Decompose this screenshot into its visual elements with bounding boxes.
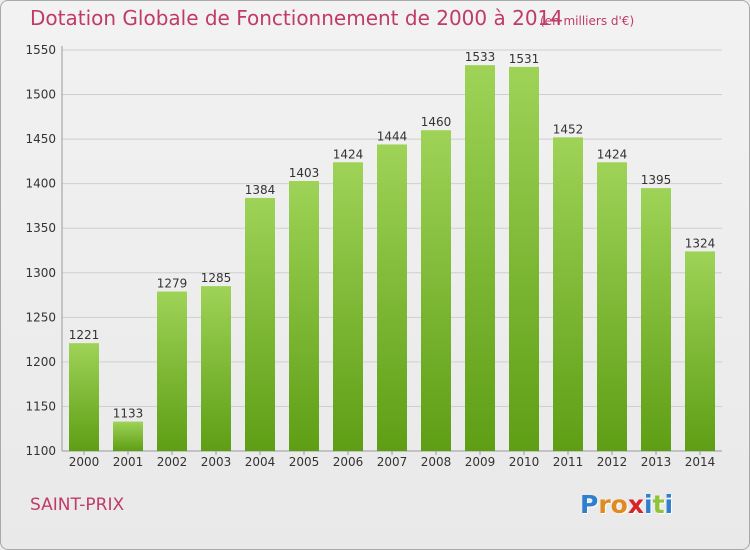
logo-letter: o [610, 490, 628, 519]
x-tick-label: 2006 [333, 455, 364, 469]
chart-title: Dotation Globale de Fonctionnement de 20… [30, 6, 563, 30]
data-label: 1403 [289, 166, 320, 180]
x-tick-label: 2010 [509, 455, 540, 469]
bar-2010 [509, 66, 539, 451]
bar-2005 [289, 180, 319, 451]
y-tick-label: 1550 [25, 43, 56, 57]
x-tick-label: 2005 [289, 455, 320, 469]
logo-letter: i [664, 490, 674, 519]
data-label: 1531 [509, 52, 540, 66]
data-label: 1133 [113, 407, 144, 421]
logo-letter: i [644, 490, 653, 519]
y-tick-labels: 1100 1150 1200 1250 1300 1350 1400 1450 1500 1550 [25, 43, 56, 458]
data-label: 1221 [69, 328, 100, 342]
data-label: 1460 [421, 115, 452, 129]
bar-2000 [69, 343, 99, 451]
x-tick-label: 2014 [685, 455, 716, 469]
proxiti-logo[interactable]: Proxiti [580, 490, 673, 519]
y-tick-label: 1200 [25, 355, 56, 369]
y-tick-label: 1450 [25, 132, 56, 146]
x-tick-label: 2003 [201, 455, 232, 469]
y-tick-label: 1300 [25, 266, 56, 280]
x-tick-label: 2008 [421, 455, 452, 469]
data-label: 1533 [465, 50, 496, 64]
bar-2012 [597, 162, 627, 451]
data-label: 1452 [553, 122, 584, 136]
data-label: 1395 [641, 173, 672, 187]
y-tick-label: 1400 [25, 177, 56, 191]
bar-2014 [685, 251, 715, 451]
data-labels: 1221 1133 1279 1285 1384 1403 1424 1444 1460 1533… [69, 50, 716, 420]
x-tick-label: 2013 [641, 455, 672, 469]
data-label: 1424 [597, 147, 628, 161]
x-tick-label: 2011 [553, 455, 584, 469]
bar-2001 [113, 421, 143, 451]
logo-letter: r [598, 490, 611, 519]
data-label: 1444 [377, 129, 408, 143]
y-tick-label: 1500 [25, 88, 56, 102]
data-label: 1285 [201, 271, 232, 285]
bar-2003 [201, 286, 231, 451]
y-tick-label: 1100 [25, 444, 56, 458]
bar-2004 [245, 197, 275, 451]
unit-note: (en milliers d'€) [540, 14, 635, 28]
bar-2002 [157, 291, 187, 451]
bar-2007 [377, 144, 407, 452]
bar-2011 [553, 137, 583, 451]
logo-letter: x [627, 490, 644, 519]
bar-2006 [333, 162, 363, 451]
y-tick-label: 1150 [25, 399, 56, 413]
x-tick-label: 2001 [113, 455, 144, 469]
x-tick-label: 2000 [69, 455, 100, 469]
data-label: 1424 [333, 147, 364, 161]
commune-name: SAINT-PRIX [30, 495, 125, 515]
bar-2013 [641, 188, 671, 451]
bar-2009 [465, 65, 495, 451]
bar-2008 [421, 130, 451, 451]
x-tick-label: 2012 [597, 455, 628, 469]
bars [69, 65, 715, 452]
y-tick-label: 1250 [25, 310, 56, 324]
y-tick-label: 1350 [25, 221, 56, 235]
x-tick-label: 2004 [245, 455, 276, 469]
data-label: 1324 [685, 236, 716, 250]
x-tick-label: 2007 [377, 455, 408, 469]
logo-letter: P [580, 490, 599, 519]
data-label: 1279 [157, 276, 188, 290]
x-tick-labels: 2000 2001 2002 2003 2004 2005 2006 2007 2008 2009… [69, 455, 716, 469]
data-label: 1384 [245, 183, 276, 197]
x-tick-label: 2009 [465, 455, 496, 469]
logo-letter: t [652, 490, 665, 519]
x-tick-label: 2002 [157, 455, 188, 469]
